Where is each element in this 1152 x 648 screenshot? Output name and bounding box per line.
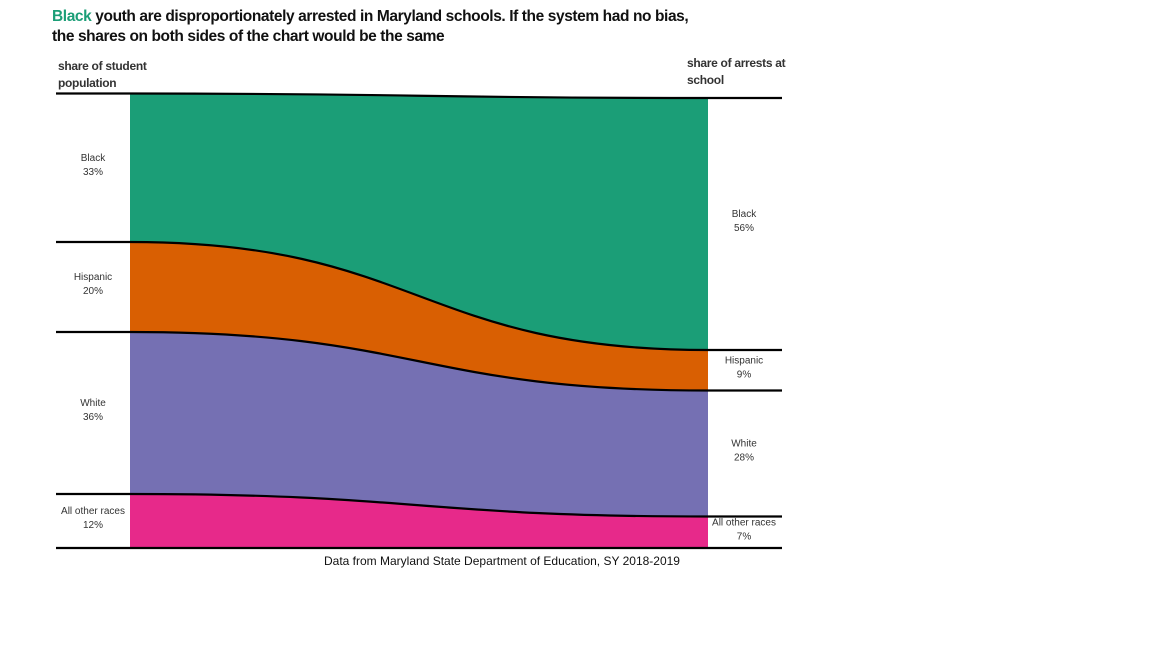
value-label: 7% xyxy=(737,531,752,542)
left-axis-title: share of student population xyxy=(58,59,147,90)
source-note: Data from Maryland State Department of E… xyxy=(324,554,680,568)
value-label: 36% xyxy=(83,412,103,423)
value-label: 20% xyxy=(83,286,103,297)
flow-band xyxy=(130,332,708,517)
category-label: Black xyxy=(81,153,106,164)
category-label: Hispanic xyxy=(725,355,763,366)
right-axis-title: share of arrests at school xyxy=(687,56,786,87)
band-edge xyxy=(56,330,782,392)
band-edge xyxy=(56,492,782,518)
bands xyxy=(130,93,708,548)
band-edge xyxy=(56,92,782,100)
title-text: youth are disproportionately arrested in… xyxy=(91,8,688,25)
category-label: Hispanic xyxy=(74,272,112,283)
value-label: 56% xyxy=(734,223,754,234)
value-label: 33% xyxy=(83,167,103,178)
category-label: Black xyxy=(732,209,757,220)
category-label: White xyxy=(731,439,757,450)
lines xyxy=(56,92,782,550)
flow-band xyxy=(130,93,708,350)
title-highlight: Black xyxy=(52,8,92,25)
value-label: 12% xyxy=(83,520,103,531)
value-label: 28% xyxy=(734,453,754,464)
category-label: White xyxy=(80,398,106,409)
flow-band xyxy=(130,242,708,391)
chart-title: Black youth are disproportionately arres… xyxy=(52,8,688,25)
labels: Black 33% Black 56% Hispanic 20% Hispanic 9% Whi… xyxy=(61,153,776,543)
band-edge xyxy=(56,240,782,352)
flow-band xyxy=(130,494,708,548)
chart-title: the shares on both sides of the chart wo… xyxy=(52,28,445,45)
value-label: 9% xyxy=(737,369,752,380)
category-label: All other races xyxy=(712,517,776,528)
category-label: All other races xyxy=(61,506,125,517)
